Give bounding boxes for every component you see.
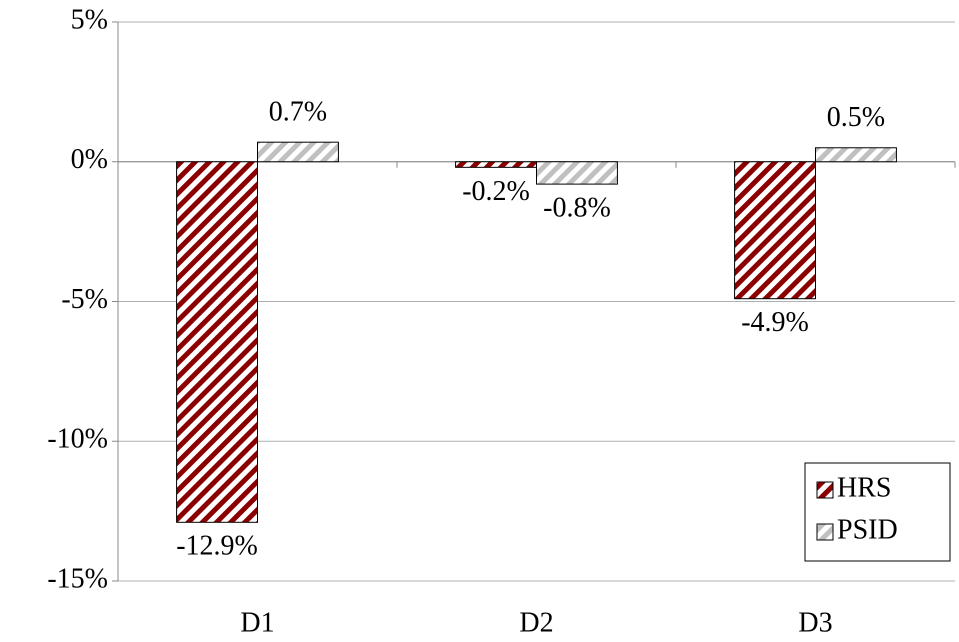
data-label: -0.2% (462, 176, 530, 207)
legend-swatch (816, 481, 834, 499)
legend-label: PSID (837, 514, 898, 545)
data-label: 0.7% (269, 97, 327, 128)
x-tick-label: D2 (519, 607, 553, 638)
data-label: 0.5% (827, 102, 885, 133)
y-tick-label: 0% (71, 144, 108, 175)
y-tick-label: 5% (71, 4, 108, 35)
data-label: -4.9% (741, 307, 809, 338)
legend-box (804, 462, 951, 562)
data-label: -12.9% (176, 531, 258, 562)
bar (815, 147, 897, 163)
data-label: -0.8% (543, 193, 611, 224)
y-tick-label: -15% (47, 563, 108, 594)
legend-swatch (816, 523, 834, 541)
bar (455, 161, 537, 168)
bar (176, 161, 258, 523)
y-tick-label: -10% (47, 424, 108, 455)
bar (257, 141, 339, 163)
x-tick-label: D1 (240, 607, 274, 638)
bar (734, 161, 817, 300)
y-tick-label: -5% (61, 284, 108, 315)
legend-label: HRS (837, 472, 891, 503)
bar (536, 161, 618, 185)
x-tick-label: D3 (798, 607, 832, 638)
